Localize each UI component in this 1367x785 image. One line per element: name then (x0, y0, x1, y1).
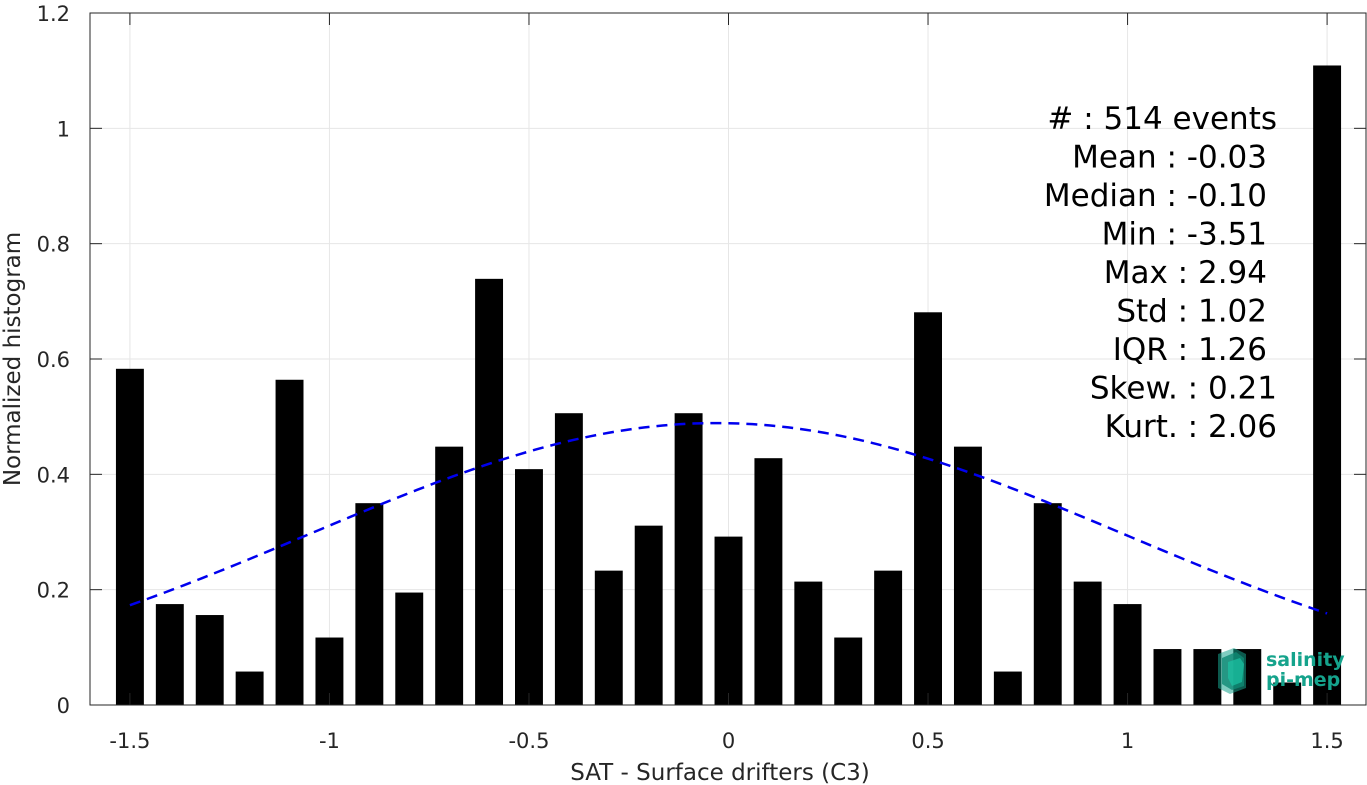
y-tick-label: 0 (57, 694, 70, 718)
bar (914, 312, 942, 705)
y-tick-label: 0.2 (37, 579, 70, 603)
axis-ticks (90, 12, 1366, 706)
y-tick-label: 0.4 (37, 463, 70, 487)
stats-line: Mean : -0.03 (1072, 140, 1267, 176)
bar (674, 413, 703, 705)
stats-line: IQR : 1.26 (1113, 332, 1267, 368)
logo-cube-icon (1218, 648, 1246, 694)
stats-line: # : 514 events (1047, 101, 1277, 137)
logo-text-pimep: pi-mep (1266, 669, 1340, 691)
x-tick-label: -1.5 (109, 729, 150, 753)
y-tick-label: 1 (57, 117, 70, 141)
bars (115, 65, 1342, 705)
bar (195, 615, 224, 705)
x-tick-labels: -1.5 -1 -0.5 0 0.5 1 1.5 (109, 729, 1343, 753)
bar (794, 581, 823, 705)
y-tick-label: 1.2 (37, 2, 70, 26)
bar (1113, 604, 1142, 705)
bar (435, 446, 464, 705)
bar (834, 637, 863, 705)
bar (1073, 581, 1102, 705)
bar (993, 671, 1022, 705)
bar (515, 469, 543, 705)
salinity-pimep-logo: salinity pi-mep (1218, 648, 1345, 694)
bar (754, 458, 783, 705)
y-tick-labels: 0 0.2 0.4 0.6 0.8 1 1.2 (37, 2, 70, 718)
stats-line: Min : -3.51 (1102, 217, 1267, 253)
x-axis-label: SAT - Surface drifters (C3) (570, 760, 870, 785)
stats-line: Std : 1.02 (1116, 294, 1267, 330)
bar (594, 570, 623, 705)
bar (475, 278, 504, 705)
bar (355, 503, 384, 705)
logo-text-salinity: salinity (1266, 649, 1345, 671)
x-tick-label: -1 (319, 729, 340, 753)
bar (714, 536, 743, 705)
bar (874, 570, 903, 705)
bar (634, 525, 663, 705)
bar (1153, 649, 1182, 705)
x-tick-label: 1 (1121, 729, 1134, 753)
x-tick-label: -0.5 (508, 729, 549, 753)
y-tick-label: 0.6 (37, 348, 70, 372)
y-tick-label: 0.8 (37, 233, 70, 257)
bar (953, 446, 982, 705)
bar (1273, 682, 1302, 705)
bar (395, 592, 424, 705)
stats-line: Median : -0.10 (1044, 178, 1267, 214)
stats-line: Max : 2.94 (1104, 255, 1267, 291)
x-tick-label: 0.5 (911, 729, 944, 753)
bar (115, 368, 144, 705)
x-tick-label: 0 (722, 729, 735, 753)
bar (554, 413, 583, 705)
x-tick-label: 1.5 (1310, 729, 1343, 753)
normal-fit-curve (129, 421, 1328, 615)
bar (1033, 503, 1062, 705)
bar (1313, 65, 1342, 705)
y-axis-label: Normalized histogram (0, 232, 26, 486)
bar (235, 671, 264, 705)
bar (155, 604, 184, 705)
stats-line: Kurt. : 2.06 (1105, 409, 1277, 445)
stats-line: Skew. : 0.21 (1090, 371, 1277, 407)
bar (1193, 649, 1222, 705)
